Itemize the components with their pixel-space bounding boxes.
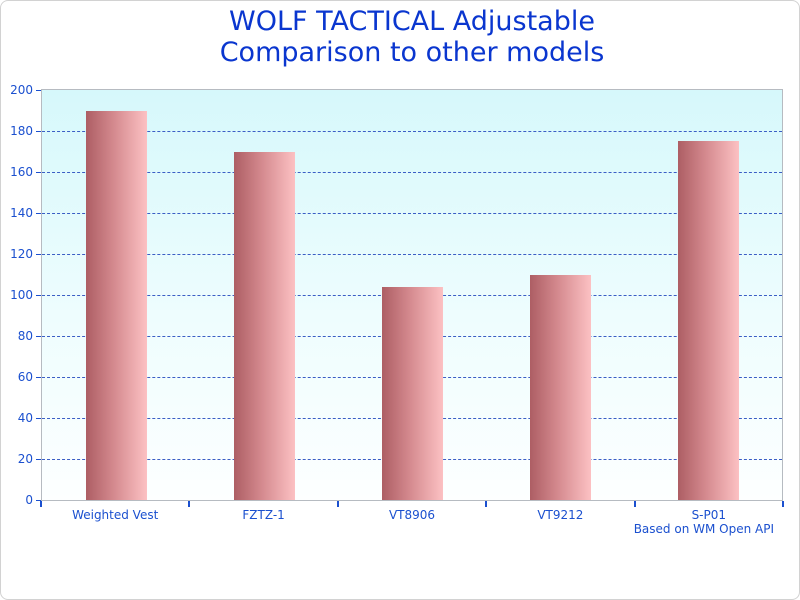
- gridline-180: [42, 131, 782, 132]
- y-axis-tick-0: [36, 500, 41, 501]
- y-axis-label-180: 180: [10, 124, 33, 138]
- chart-title: WOLF TACTICAL Adjustable Comparison to o…: [41, 6, 783, 68]
- chart-source-note: Based on WM Open API: [633, 522, 774, 536]
- y-axis-label-200: 200: [10, 83, 33, 97]
- bar-fztz-1: [233, 151, 295, 500]
- y-axis-tick-80: [36, 336, 41, 337]
- bar-vt9212: [529, 274, 591, 500]
- gridline-140: [42, 213, 782, 214]
- y-axis-tick-120: [36, 254, 41, 255]
- x-axis-label-fztz-1: FZTZ-1: [242, 508, 285, 522]
- x-axis-tick-3: [485, 501, 488, 507]
- chart-title-line2: Comparison to other models: [219, 37, 605, 68]
- x-axis-label-vt8906: VT8906: [388, 508, 436, 522]
- y-axis-tick-40: [36, 418, 41, 419]
- x-axis-label-s-p01: S-P01: [691, 508, 727, 522]
- y-axis-tick-160: [36, 172, 41, 173]
- x-axis-label-vt9212: VT9212: [537, 508, 584, 522]
- y-axis-tick-200: [36, 90, 41, 91]
- x-axis-tick-5: [782, 501, 784, 507]
- bar-weighted-vest: [85, 110, 147, 500]
- x-axis-tick-0: [40, 501, 42, 507]
- y-axis-tick-140: [36, 213, 41, 214]
- gridline-160: [42, 172, 782, 173]
- y-axis-label-100: 100: [10, 288, 33, 302]
- bar-s-p01: [677, 141, 739, 500]
- y-axis-label-120: 120: [10, 247, 33, 261]
- y-axis-tick-20: [36, 459, 41, 460]
- x-axis-tick-2: [336, 501, 339, 507]
- bar-vt8906: [381, 286, 443, 500]
- x-axis-label-weighted-vest: Weighted Vest: [72, 508, 159, 522]
- y-axis-tick-60: [36, 377, 41, 378]
- y-axis-label-0: 0: [25, 493, 33, 507]
- y-axis-label-60: 60: [17, 370, 33, 384]
- gridline-120: [42, 254, 782, 255]
- x-axis-tick-4: [633, 501, 636, 507]
- y-axis-label-160: 160: [10, 165, 33, 179]
- y-axis-label-80: 80: [17, 329, 33, 343]
- y-axis-label-40: 40: [17, 411, 33, 425]
- y-axis-tick-180: [36, 131, 41, 132]
- x-axis-tick-1: [188, 501, 191, 507]
- y-axis-tick-100: [36, 295, 41, 296]
- y-axis-label-140: 140: [10, 206, 33, 220]
- y-axis-label-20: 20: [17, 452, 33, 466]
- plot-area: [41, 89, 783, 501]
- chart-title-line1: WOLF TACTICAL Adjustable: [229, 6, 595, 37]
